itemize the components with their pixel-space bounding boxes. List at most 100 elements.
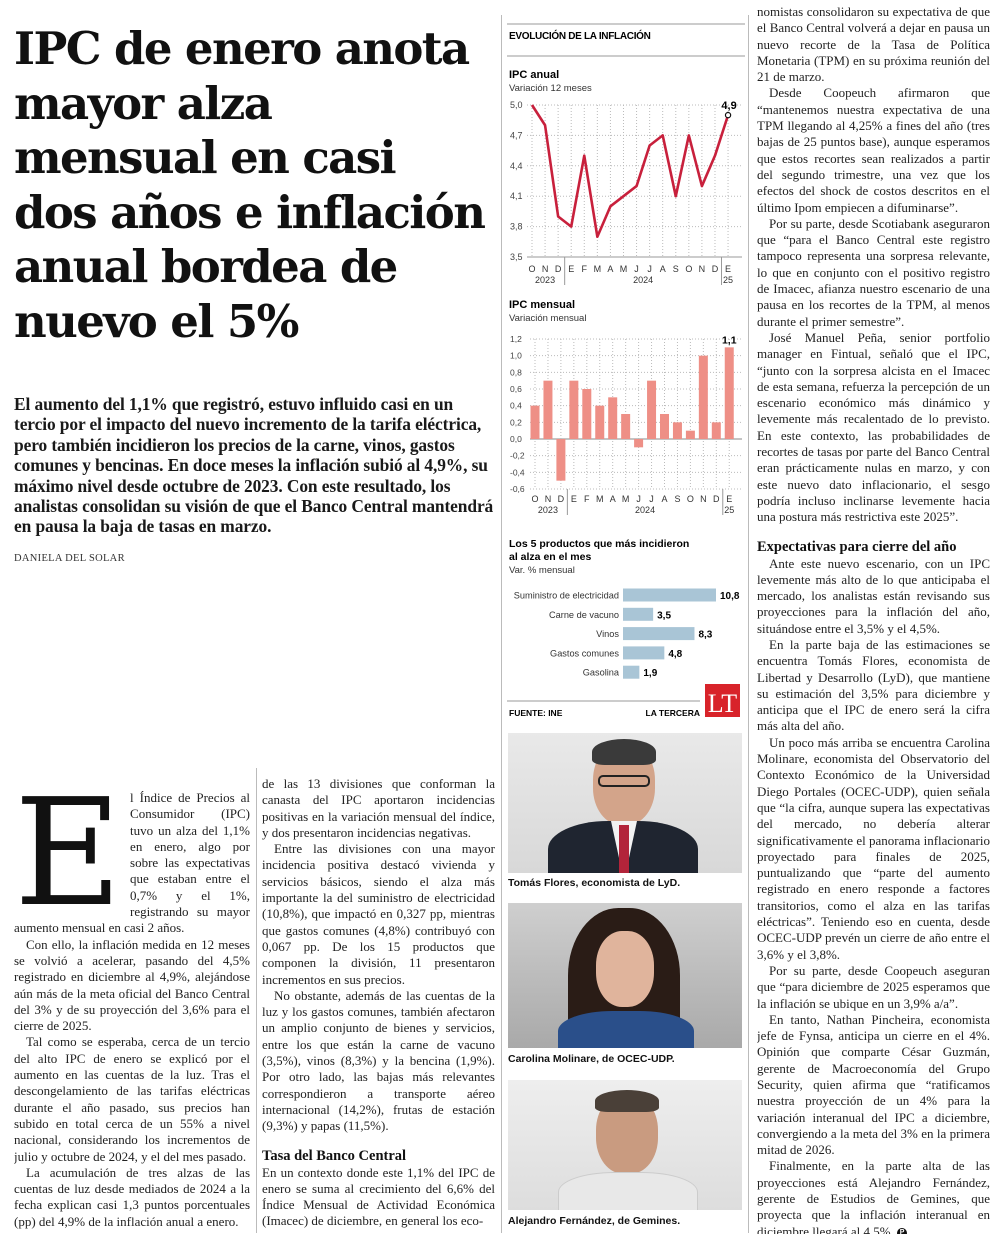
category-label: Suministro de electricidad	[514, 591, 619, 601]
x-tick-label: J	[647, 264, 652, 274]
category-label: Carne de vacuno	[549, 610, 619, 620]
data-point	[724, 111, 732, 119]
y-tick-label: 4,7	[510, 130, 523, 140]
category-label: Gasolina	[583, 668, 620, 678]
y-tick-label: -0,4	[510, 467, 525, 477]
chart-subtitle: Variación mensual	[509, 313, 586, 324]
paragraph-text: Por su parte, desde Scotiabank aseguraro…	[757, 215, 990, 329]
x-tick-label: N	[700, 494, 707, 504]
y-tick-label: 0,8	[510, 367, 522, 377]
paragraph-text: Tasa del Banco Central	[262, 1147, 407, 1164]
x-tick-label: E	[568, 264, 574, 274]
year-label: 2023	[538, 505, 558, 515]
photo-alejandro-fernandez	[508, 1080, 742, 1210]
x-tick-label: N	[542, 264, 549, 274]
body-paragraph: nomistas consolidaron su expectativa de …	[757, 4, 990, 85]
headline-line: dos años e inflación	[14, 185, 486, 239]
paragraph-text: nomistas consolidaron su expectativa de …	[757, 4, 990, 85]
y-tick-label: 1,2	[510, 334, 522, 344]
headline-line: mayor alza	[14, 76, 273, 130]
paragraph-text: En la parte baja de las estimaciones se …	[757, 636, 990, 734]
bar	[634, 439, 644, 448]
body-paragraph: Desde Coopeuch afirmaron que “mantenemos…	[757, 85, 990, 215]
x-tick-label: M	[594, 264, 602, 274]
body-paragraph: Entre las divisiones con una mayor incid…	[262, 841, 495, 988]
x-tick-label: F	[582, 264, 588, 274]
y-tick-label: 4,4	[510, 161, 523, 171]
body-paragraph: La acumulación de tres alzas de las cuen…	[14, 1165, 250, 1230]
y-tick-label: 3,8	[510, 222, 523, 232]
x-tick-label: D	[713, 494, 720, 504]
paragraph-text: José Manuel Peña, senior portfolio manag…	[757, 329, 990, 525]
bar	[582, 389, 592, 439]
section-subhead: Expectativas para cierre del año	[757, 538, 990, 556]
x-tick-label: A	[607, 264, 613, 274]
bar	[623, 588, 716, 602]
headline-line: IPC de enero anota	[14, 22, 470, 75]
x-tick-label: N	[699, 264, 706, 274]
y-tick-label: 0,0	[510, 434, 522, 444]
bar	[595, 405, 605, 439]
bar	[543, 380, 553, 439]
value-label: 3,5	[657, 610, 671, 621]
bar	[672, 422, 682, 439]
y-tick-label: 0,6	[510, 384, 522, 394]
bar	[621, 414, 631, 439]
chart-title: IPC anual	[509, 69, 559, 81]
logo-text: LT	[708, 689, 737, 718]
body-paragraph: Ante este nuevo escenario, con un IPC le…	[757, 556, 990, 637]
body-column-2: de las 13 divisiones que conforman la ca…	[262, 776, 495, 1230]
body-paragraph: Un poco más arriba se encuentra Carolina…	[757, 735, 990, 963]
y-tick-label: -0,2	[510, 451, 525, 461]
paragraph-text: Con ello, la inflación medida en 12 mese…	[14, 936, 250, 1034]
bar	[608, 397, 618, 439]
data-label: 4,9	[721, 100, 736, 112]
y-tick-label: 3,5	[510, 252, 523, 262]
paragraph-text: Ante este nuevo escenario, con un IPC le…	[757, 555, 990, 636]
photo-tomas-flores	[508, 733, 742, 873]
bar	[685, 430, 695, 439]
deck-summary: El aumento del 1,1% que registró, estuvo…	[14, 394, 494, 537]
column-divider	[256, 768, 257, 1233]
bar	[623, 646, 665, 660]
x-tick-label: E	[571, 494, 577, 504]
photo-caption: Tomás Flores, economista de LyD.	[508, 877, 681, 889]
bar	[698, 355, 708, 439]
x-tick-label: O	[528, 264, 535, 274]
paragraph-text: La acumulación de tres alzas de las cuen…	[14, 1164, 250, 1229]
body-paragraph: de las 13 divisiones que conforman la ca…	[262, 776, 495, 841]
chart-subtitle: Variación 12 meses	[509, 83, 592, 94]
y-tick-label: 0,4	[510, 401, 522, 411]
x-tick-label: S	[673, 264, 679, 274]
year-label: 25	[723, 275, 733, 285]
x-tick-label: F	[584, 494, 590, 504]
x-tick-label: D	[712, 264, 719, 274]
year-label: 2023	[535, 275, 555, 285]
paragraph-text: No obstante, además de las cuentas de la…	[262, 987, 495, 1134]
paragraph-text: de las 13 divisiones que conforman la ca…	[262, 776, 495, 840]
inflation-infographic: EVOLUCIÓN DE LA INFLACIÓN IPC anual Vari…	[507, 23, 745, 718]
x-tick-label: D	[558, 494, 565, 504]
photo-carolina-molinare	[508, 903, 742, 1048]
infographic-title: EVOLUCIÓN DE LA INFLACIÓN	[509, 29, 651, 42]
bar	[711, 422, 721, 439]
x-tick-label: D	[555, 264, 562, 274]
headline: IPC de enero anota mayor alza mensual en…	[14, 22, 504, 349]
bar	[530, 405, 540, 439]
value-label: 1,9	[643, 668, 657, 679]
x-tick-label: J	[636, 494, 641, 504]
x-tick-label: O	[685, 264, 692, 274]
bar	[556, 439, 566, 481]
x-tick-label: M	[622, 494, 630, 504]
paragraph-text: Entre las divisiones con una mayor incid…	[262, 841, 495, 987]
year-label: 25	[724, 505, 734, 515]
chart-title: Los 5 productos que más incidieron	[509, 538, 689, 550]
x-tick-label: E	[725, 264, 731, 274]
paragraph-text: En un contexto donde este 1,1% del IPC d…	[262, 1164, 495, 1229]
category-label: Gastos comunes	[550, 648, 619, 658]
drop-cap: E	[14, 790, 123, 939]
body-paragraph: Finalmente, en la parte alta de las proy…	[757, 1158, 990, 1234]
body-paragraph: En tanto, Nathan Pincheira, economista j…	[757, 1012, 990, 1159]
body-paragraph: En un contexto donde este 1,1% del IPC d…	[262, 1165, 495, 1230]
